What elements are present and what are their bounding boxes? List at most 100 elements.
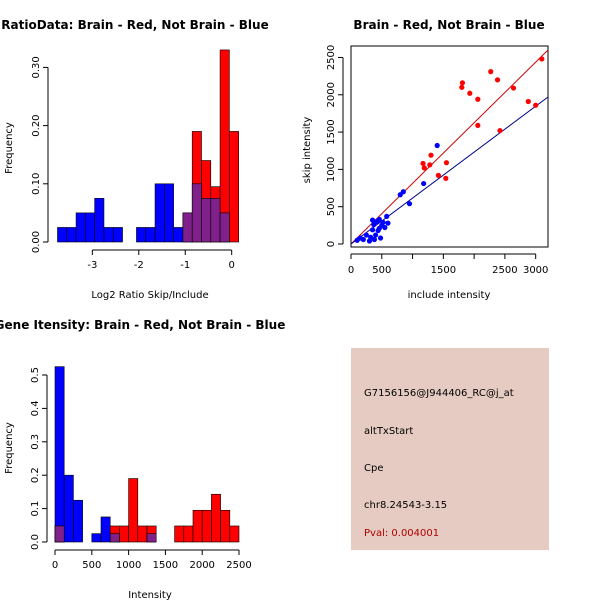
scatter-y-tick-label-2: 1000 xyxy=(326,157,337,182)
brain-point-14 xyxy=(428,152,434,158)
scatter-x-tick-label-1: 500 xyxy=(372,265,391,276)
scatter-ylabel: skip intensity xyxy=(302,117,313,184)
y-tick-label-1: 0.1 xyxy=(30,501,41,517)
x-tick-label-3: 0 xyxy=(229,260,235,271)
scatter-points xyxy=(354,56,545,244)
x-tick-label-3: 1500 xyxy=(153,560,178,571)
not-brain-point-3 xyxy=(363,232,369,238)
x-tick-label-0: 0 xyxy=(52,560,58,571)
blue-bar-3 xyxy=(85,212,95,243)
scatter-y-tick-label-3: 1500 xyxy=(326,119,337,144)
blue-bar-0 xyxy=(57,227,68,243)
intensity-histogram-title: Gene Itensity: Brain - Red, Not Brain - … xyxy=(0,318,285,332)
blue-bar-1 xyxy=(63,474,74,543)
blue-bar-5 xyxy=(103,227,114,243)
x-tick-label-2: 1000 xyxy=(116,560,141,571)
info-probe-id: G7156156@J944406_RC@j_at xyxy=(364,388,514,399)
scatter-x-tick-label-6: 3000 xyxy=(523,265,548,276)
ratio-histogram-title: RatioData: Brain - Red, Not Brain - Blue xyxy=(1,18,268,32)
brain-point-11 xyxy=(525,98,531,105)
red-bar-10 xyxy=(211,493,221,543)
overlap-bar-1 xyxy=(191,183,202,243)
not-brain-point-14 xyxy=(380,219,386,225)
brain-point-2 xyxy=(467,90,473,96)
brain-point-6 xyxy=(510,85,517,91)
y-tick-label-3: 0.3 xyxy=(30,434,41,450)
brain-point-16 xyxy=(443,160,450,166)
scatter-y-tick-label-5: 2500 xyxy=(326,45,337,70)
brain-point-10 xyxy=(539,56,545,62)
blue-bar-9 xyxy=(154,183,165,243)
not-brain-point-18 xyxy=(369,217,376,223)
overlap-bar-2 xyxy=(201,198,212,243)
brain-point-17 xyxy=(443,175,449,181)
blue-bar-2 xyxy=(75,212,86,243)
blue-bar-1 xyxy=(66,227,77,243)
brain-point-15 xyxy=(435,172,442,178)
overlap-bar-3 xyxy=(210,198,221,243)
not-brain-point-25 xyxy=(371,236,377,243)
y-tick-label-4: 0.4 xyxy=(30,400,41,416)
fit-line-brain xyxy=(350,49,549,245)
brain-point-18 xyxy=(427,162,433,168)
intensity-histogram-panel: Gene Itensity: Brain - Red, Not Brain - … xyxy=(0,318,285,600)
info-gene-name: Cpe xyxy=(364,463,383,474)
brain-point-8 xyxy=(497,127,503,134)
intensity-histogram-bars xyxy=(54,366,240,543)
y-tick-label-1: 0.10 xyxy=(31,173,42,195)
red-bar-2 xyxy=(119,525,129,543)
x-tick-label-5: 2500 xyxy=(226,560,251,571)
scatter-y-tick-label-1: 500 xyxy=(326,197,337,216)
brain-point-1 xyxy=(459,84,465,90)
ratio-histogram-ylabel: Frequency xyxy=(4,122,15,174)
scatter-plot-box xyxy=(350,45,549,248)
scatter-y-tick-label-0: 0 xyxy=(326,241,337,247)
overlap-bar-5 xyxy=(146,533,157,543)
brain-point-13 xyxy=(421,165,427,171)
y-tick-label-3: 0.30 xyxy=(31,56,42,78)
brain-point-9 xyxy=(533,102,539,108)
info-location: chr8.24543-3.15 xyxy=(364,500,447,511)
brain-point-3 xyxy=(475,96,481,102)
intensity-histogram-axes: 0 500 1000 1500 2000 2500 0.0 0.1 0.2 0.3 0.4 0.5 xyxy=(30,367,252,571)
intensity-histogram-xlabel: Intensity xyxy=(128,590,172,600)
not-brain-point-17 xyxy=(385,220,391,226)
scatter-x-tick-label-0: 0 xyxy=(348,265,354,276)
x-tick-label-0: -3 xyxy=(87,260,97,271)
scatter-axes: 0 500 1500 2500 3000 0 500 1000 1500 2000 2500 xyxy=(326,45,548,276)
fit-line-not-brain xyxy=(350,96,549,245)
info-panel: G7156156@J944406_RC@j_at altTxStart Cpe … xyxy=(351,348,549,550)
x-tick-label-2: -1 xyxy=(180,260,190,271)
blue-bar-10 xyxy=(164,183,174,243)
overlap-bar-0 xyxy=(182,212,193,243)
red-bar-6 xyxy=(174,525,185,543)
info-pvalue: Pval: 0.004001 xyxy=(364,528,439,539)
blue-bar-4 xyxy=(100,516,111,543)
y-tick-label-5: 0.5 xyxy=(30,367,41,383)
overlap-bar-0 xyxy=(54,525,65,543)
blue-bar-7 xyxy=(136,227,147,243)
not-brain-point-16 xyxy=(384,213,390,219)
blue-bar-4 xyxy=(94,198,105,243)
scatter-y-tick-label-4: 2000 xyxy=(326,82,337,107)
blue-bar-11 xyxy=(173,227,184,243)
not-brain-point-21 xyxy=(400,189,406,195)
brain-point-0 xyxy=(459,80,466,86)
blue-bar-6 xyxy=(112,227,123,243)
brain-point-7 xyxy=(475,122,481,128)
y-tick-label-0: 0.00 xyxy=(31,231,42,253)
red-bar-7 xyxy=(183,525,194,543)
scatter-title: Brain - Red, Not Brain - Blue xyxy=(353,18,544,32)
y-tick-label-2: 0.20 xyxy=(31,114,42,136)
brain-point-12 xyxy=(420,160,426,167)
red-bar-9 xyxy=(201,509,212,543)
not-brain-point-8 xyxy=(373,232,379,238)
scatter-fit-lines xyxy=(350,49,549,245)
intensity-histogram-ylabel: Frequency xyxy=(4,422,15,474)
not-brain-point-2 xyxy=(360,236,366,243)
red-bar-8 xyxy=(192,509,203,543)
scatter-x-tick-label-5: 2500 xyxy=(492,265,517,276)
y-tick-label-0: 0.0 xyxy=(30,534,41,550)
overlap-bar-4 xyxy=(219,212,230,243)
